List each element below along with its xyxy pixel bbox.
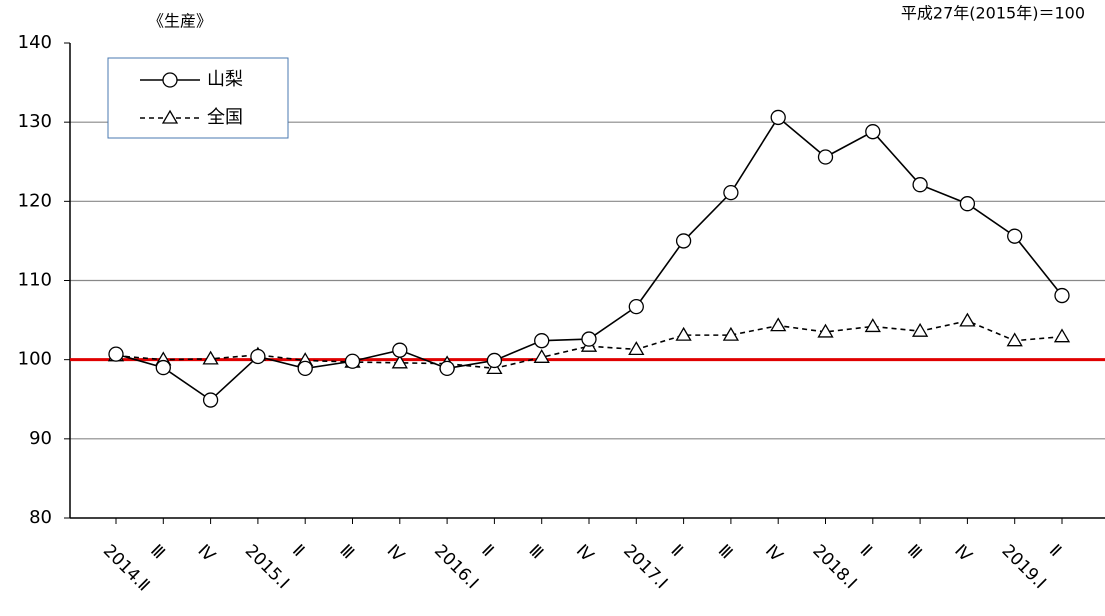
y-tick-label: 100	[18, 349, 52, 370]
series-line	[115, 320, 1063, 370]
marker	[817, 149, 834, 165]
marker	[817, 323, 834, 338]
legend-box	[107, 57, 289, 139]
marker	[675, 233, 692, 249]
legend-label: 山梨	[207, 69, 243, 90]
y-tick-label: 120	[18, 190, 52, 211]
marker	[911, 322, 929, 337]
marker	[392, 342, 408, 358]
x-tick-label: 2018.Ⅰ	[808, 541, 860, 593]
x-tick-label: Ⅱ	[288, 541, 308, 561]
x-tick-label: Ⅳ	[761, 541, 786, 566]
x-tick-label: Ⅲ	[525, 541, 547, 563]
marker	[533, 349, 550, 363]
series	[108, 109, 1070, 408]
marker	[770, 109, 786, 126]
x-tick-label: 2019.Ⅰ	[998, 541, 1050, 593]
marker	[675, 326, 692, 341]
marker	[912, 177, 928, 193]
marker	[486, 352, 503, 369]
marker	[723, 184, 739, 201]
marker	[391, 354, 408, 369]
marker	[581, 331, 597, 347]
marker	[1054, 287, 1070, 304]
marker	[864, 318, 881, 333]
marker	[534, 333, 550, 349]
legend-label: 全国	[207, 107, 243, 128]
chart-title: 《生産》	[148, 12, 212, 31]
marker	[1053, 328, 1071, 343]
x-tick-label: 2014.Ⅱ	[99, 541, 153, 595]
marker	[202, 350, 219, 365]
x-tick-label: Ⅳ	[950, 541, 975, 566]
marker	[439, 360, 455, 377]
marker	[344, 353, 361, 369]
y-tick-label: 130	[18, 111, 52, 132]
x-tick-label: Ⅲ	[714, 541, 736, 563]
x-tick-label: Ⅲ	[146, 541, 168, 563]
x-tick-label: Ⅱ	[667, 541, 687, 561]
marker	[959, 312, 976, 327]
x-tick-label: 2017.Ⅰ	[619, 541, 671, 593]
marker	[1006, 332, 1023, 347]
marker	[628, 341, 645, 356]
marker	[959, 196, 976, 212]
x-tick-label: Ⅱ	[856, 541, 876, 561]
marker	[155, 359, 171, 376]
x-tick-label: Ⅳ	[572, 541, 597, 566]
marker	[297, 360, 313, 377]
marker	[1007, 228, 1023, 244]
x-tick-label: Ⅳ	[194, 541, 219, 566]
x-tick-label: Ⅲ	[903, 541, 925, 563]
y-tick-label: 110	[18, 270, 52, 291]
marker	[770, 317, 787, 332]
x-tick-label: Ⅳ	[383, 541, 408, 566]
y-tick-label: 140	[18, 32, 52, 53]
x-tick-label: 2016.Ⅰ	[430, 541, 482, 593]
marker	[722, 326, 740, 341]
marker	[161, 109, 179, 124]
x-tick-label: Ⅲ	[335, 541, 357, 563]
x-tick-label: 2015.Ⅰ	[241, 541, 293, 593]
marker	[162, 72, 178, 88]
marker	[865, 124, 881, 140]
y-tick-label: 90	[29, 428, 52, 449]
marker	[108, 346, 124, 362]
marker	[250, 348, 266, 365]
marker	[202, 392, 219, 408]
chart-subtitle: 平成27年(2015年)＝100	[901, 4, 1085, 23]
x-tick-label: Ⅱ	[477, 541, 497, 561]
y-tick-label: 80	[29, 507, 52, 528]
x-tick-label: Ⅱ	[1045, 541, 1065, 561]
marker	[628, 298, 644, 315]
